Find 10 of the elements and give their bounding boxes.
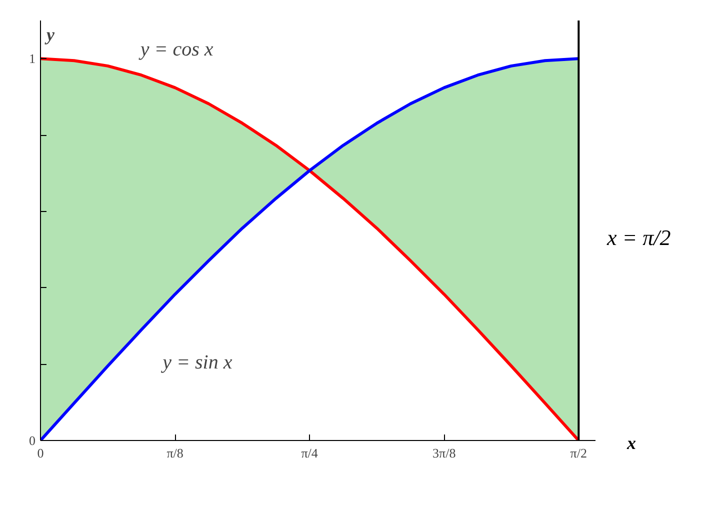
ref-line-label: x = π/2 <box>607 225 671 251</box>
y-axis-title: y <box>44 24 56 44</box>
x-tick-label: π/8 <box>166 446 184 460</box>
x-tick-label: π/4 <box>301 446 318 460</box>
x-tick-label: 3π/8 <box>432 446 456 460</box>
x-axis-title: x <box>627 433 636 454</box>
x-tick-label: π/2 <box>570 446 587 460</box>
y-tick-label: 1 <box>29 51 36 66</box>
annotation: y = sin x <box>160 351 232 374</box>
annotation: y = cos x <box>138 38 214 60</box>
